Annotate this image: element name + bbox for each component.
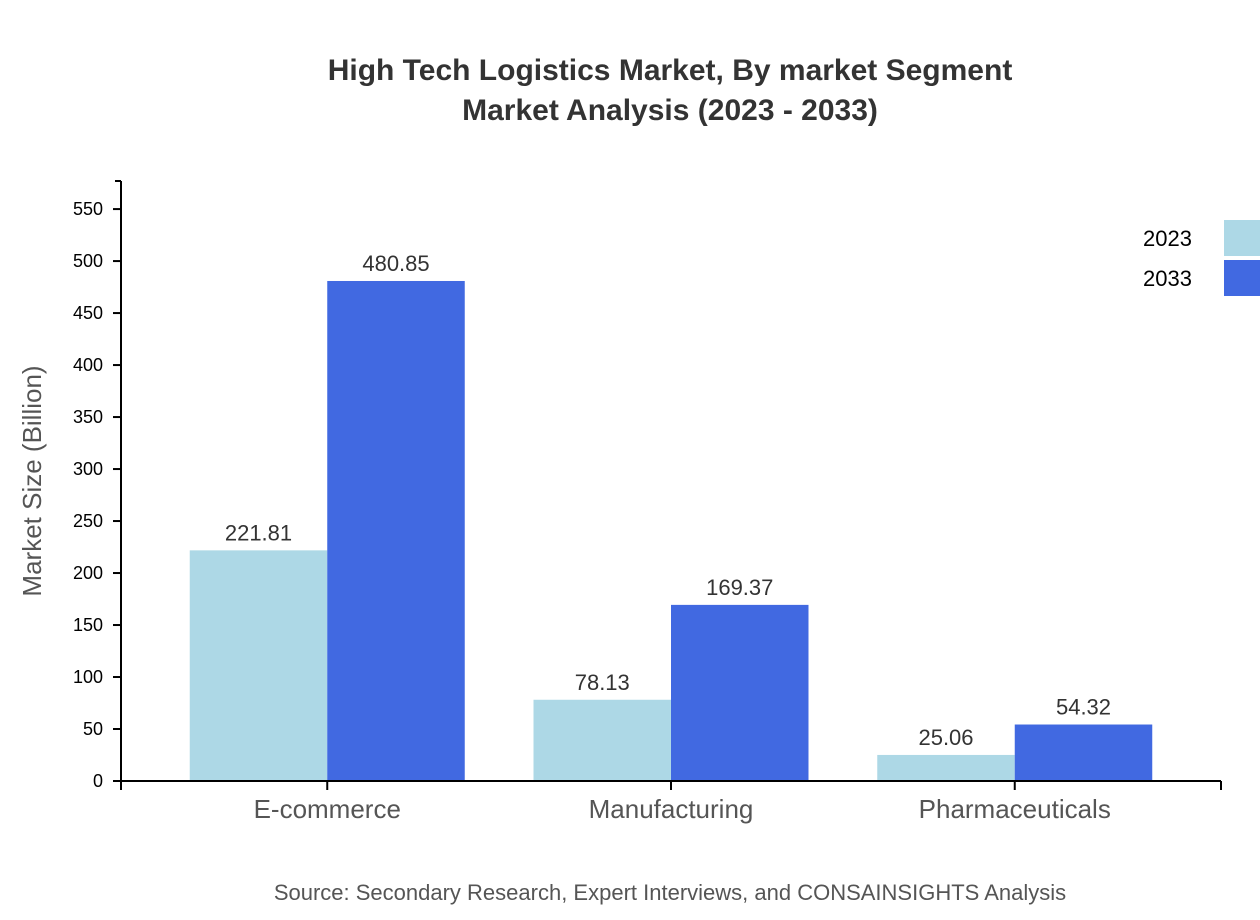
y-tick-label: 350 bbox=[73, 407, 103, 427]
data-label: 78.13 bbox=[575, 670, 630, 695]
legend: 2023 2033 bbox=[1143, 220, 1260, 296]
y-tick-label: 50 bbox=[83, 719, 103, 739]
bar-2033-e-commerce bbox=[327, 280, 465, 781]
y-axis-label: Market Size (Billion) bbox=[17, 365, 47, 596]
legend-swatch-2023 bbox=[1224, 220, 1260, 256]
y-tick-label: 450 bbox=[73, 303, 103, 323]
bar-2023-pharmaceuticals bbox=[877, 754, 1015, 781]
data-label: 480.85 bbox=[362, 251, 429, 276]
y-tick-label: 550 bbox=[73, 199, 103, 219]
y-axis: 0 50 100 150 200 250 300 350 400 450 500 550 bbox=[73, 180, 122, 791]
legend-label: 2023 bbox=[1143, 226, 1192, 251]
bar-2033-pharmaceuticals bbox=[1014, 724, 1153, 781]
y-tick-label: 0 bbox=[93, 771, 103, 791]
chart-title: High Tech Logistics Market, By market Se… bbox=[328, 54, 1013, 87]
y-tick-label: 400 bbox=[73, 355, 103, 375]
bar-2023-e-commerce bbox=[189, 550, 328, 781]
bar-2033-manufacturing bbox=[671, 604, 809, 781]
data-label: 25.06 bbox=[918, 725, 973, 750]
x-tick-label: Pharmaceuticals bbox=[919, 794, 1111, 824]
chart-subtitle: Market Analysis (2023 - 2033) bbox=[462, 94, 878, 127]
y-tick-label: 500 bbox=[73, 251, 103, 271]
data-label: 54.32 bbox=[1056, 695, 1111, 720]
x-axis: E-commerce Manufacturing Pharmaceuticals bbox=[120, 780, 1222, 824]
y-tick-label: 100 bbox=[73, 667, 103, 687]
y-tick-label: 200 bbox=[73, 563, 103, 583]
y-tick-label: 300 bbox=[73, 459, 103, 479]
y-tick-label: 150 bbox=[73, 615, 103, 635]
x-tick-label: E-commerce bbox=[254, 794, 401, 824]
data-label: 169.37 bbox=[706, 575, 773, 600]
bar-2023-manufacturing bbox=[533, 699, 671, 781]
source-note: Source: Secondary Research, Expert Inter… bbox=[274, 880, 1066, 905]
data-label: 221.81 bbox=[225, 520, 292, 545]
legend-swatch-2033 bbox=[1224, 260, 1260, 296]
legend-label: 2033 bbox=[1143, 266, 1192, 291]
x-tick-label: Manufacturing bbox=[589, 794, 754, 824]
y-tick-label: 250 bbox=[73, 511, 103, 531]
